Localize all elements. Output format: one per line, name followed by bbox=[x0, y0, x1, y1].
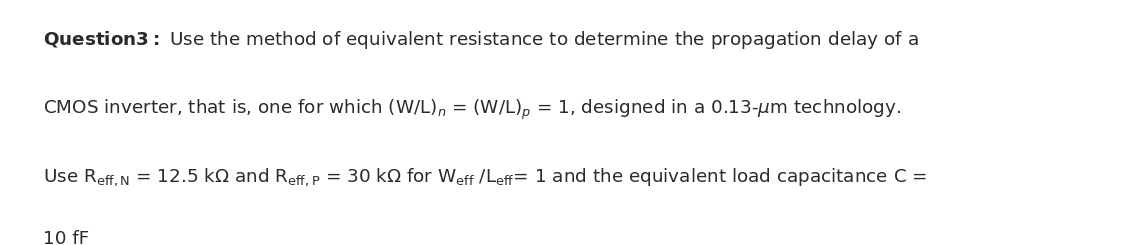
Text: Use R$_{\mathregular{eff,N}}$ = 12.5 k$\Omega$ and R$_{\mathregular{eff,P}}$ = 3: Use R$_{\mathregular{eff,N}}$ = 12.5 k$\… bbox=[43, 167, 926, 188]
Text: 10 fF: 10 fF bbox=[43, 230, 89, 245]
Text: CMOS inverter, that is, one for which (W/L)$_n$ = (W/L)$_p$ = 1, designed in a 0: CMOS inverter, that is, one for which (W… bbox=[43, 98, 901, 122]
Text: $\bf{Question3:}$ Use the method of equivalent resistance to determine the propa: $\bf{Question3:}$ Use the method of equi… bbox=[43, 29, 919, 51]
